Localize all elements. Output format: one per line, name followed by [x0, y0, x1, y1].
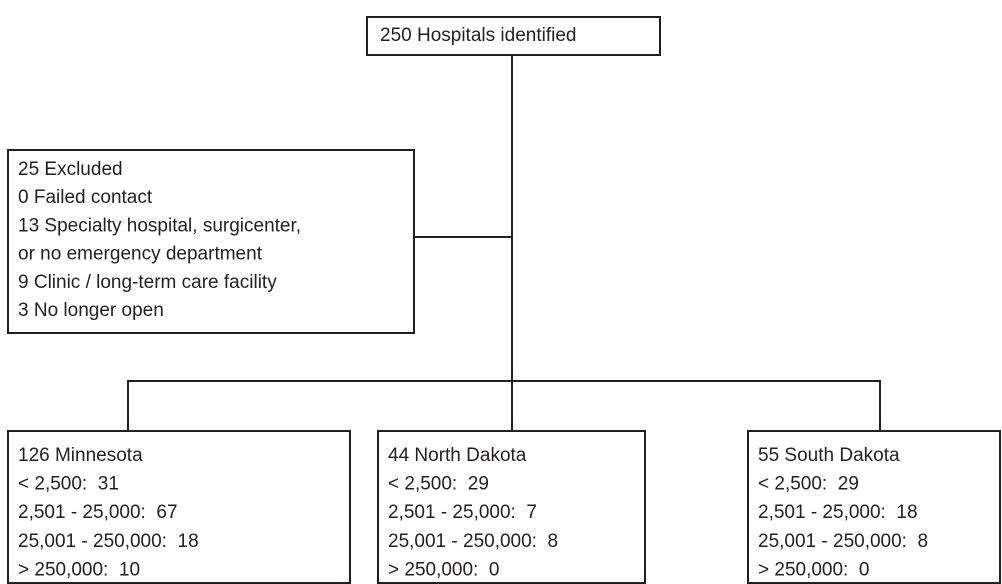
- node-heading: 126 Minnesota: [18, 445, 143, 466]
- node-line: < 2,500: 29: [388, 474, 489, 495]
- node: 55 South Dakota < 2,500: 29 2,501 - 25,000…: [747, 430, 1001, 584]
- node-heading: 25 Excluded: [18, 159, 123, 180]
- node-line: 2,501 - 25,000: 18: [758, 502, 918, 523]
- connectors: [127, 55, 881, 431]
- node-box: [366, 16, 661, 56]
- node-line: 0 Failed contact: [18, 187, 153, 208]
- node-line: < 2,500: 29: [758, 474, 859, 495]
- node-box: [7, 149, 415, 334]
- node-line: < 2,500: 31: [18, 474, 119, 495]
- node-line: > 250,000: 0: [388, 559, 499, 580]
- node-heading: 44 North Dakota: [388, 445, 527, 466]
- node-line: 13 Specialty hospital, surgicenter,: [18, 215, 301, 236]
- node-line: 25,001 - 250,000: 8: [388, 531, 558, 552]
- node-line: 25,001 - 250,000: 8: [758, 531, 928, 552]
- node: 44 North Dakota < 2,500: 29 2,501 - 25,000…: [377, 430, 646, 584]
- node-box: [377, 430, 646, 584]
- node-line: 25,001 - 250,000: 18: [18, 531, 199, 552]
- node-line: or no emergency department: [18, 244, 263, 265]
- node-box: [747, 430, 1001, 584]
- node-line: 2,501 - 25,000: 7: [388, 502, 537, 523]
- node-line: > 250,000: 10: [18, 559, 140, 580]
- node: 126 Minnesota < 2,500: 31 2,501 - 25,000: …: [7, 430, 351, 584]
- node-line: 9 Clinic / long-term care facility: [18, 272, 277, 293]
- node-box: [7, 430, 351, 584]
- node-line: 3 No longer open: [18, 300, 164, 321]
- node-heading: 55 South Dakota: [758, 445, 900, 466]
- node-line: > 250,000: 0: [758, 559, 869, 580]
- node: 250 Hospitals identified: [366, 16, 661, 56]
- node-heading: 250 Hospitals identified: [380, 25, 576, 46]
- node-line: 2,501 - 25,000: 67: [18, 502, 178, 523]
- node: 25 Excluded 0 Failed contact 13 Specialty …: [7, 149, 415, 334]
